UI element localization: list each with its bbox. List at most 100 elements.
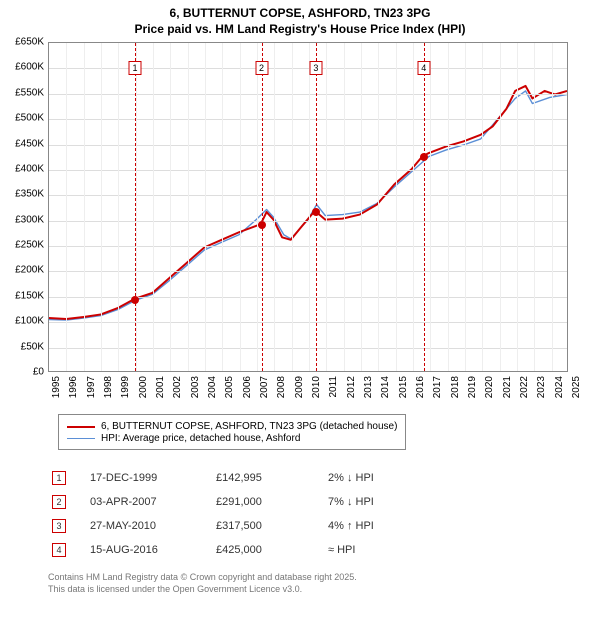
sale-marker-box: 4 [417, 61, 430, 75]
x-axis-label: 2021 [502, 376, 513, 398]
title-block: 6, BUTTERNUT COPSE, ASHFORD, TN23 3PG Pr… [0, 0, 600, 36]
legend: 6, BUTTERNUT COPSE, ASHFORD, TN23 3PG (d… [58, 414, 406, 450]
sales-row-date: 15-AUG-2016 [90, 544, 216, 556]
gridline-y [49, 348, 567, 349]
x-axis-label: 1997 [86, 376, 97, 398]
legend-swatch [67, 426, 95, 428]
sales-row-diff: 7% ↓ HPI [328, 496, 418, 508]
sales-row-date: 27-MAY-2010 [90, 520, 216, 532]
legend-item: 6, BUTTERNUT COPSE, ASHFORD, TN23 3PG (d… [67, 421, 397, 432]
sale-dot [258, 221, 266, 229]
series-property-line [49, 86, 567, 319]
y-axis-label: £400K [15, 163, 44, 174]
gridline-x [534, 43, 535, 371]
sales-row-num: 2 [52, 495, 66, 509]
x-axis-label: 2004 [207, 376, 218, 398]
gridline-y [49, 119, 567, 120]
y-axis-label: £650K [15, 37, 44, 48]
footer: Contains HM Land Registry data © Crown c… [48, 572, 357, 595]
sales-row: 327-MAY-2010£317,5004% ↑ HPI [52, 514, 418, 538]
gridline-x [101, 43, 102, 371]
footer-line2: This data is licensed under the Open Gov… [48, 584, 357, 596]
sales-row-date: 03-APR-2007 [90, 496, 216, 508]
plot-area: 1234 [48, 42, 568, 372]
gridline-x [205, 43, 206, 371]
chart-container: 6, BUTTERNUT COPSE, ASHFORD, TN23 3PG Pr… [0, 0, 600, 620]
sale-dot [312, 208, 320, 216]
gridline-x [448, 43, 449, 371]
gridline-x [396, 43, 397, 371]
legend-label: HPI: Average price, detached house, Ashf… [101, 433, 300, 444]
gridline-x [222, 43, 223, 371]
y-axis-label: £0 [33, 367, 44, 378]
gridline-y [49, 221, 567, 222]
legend-swatch [67, 438, 95, 439]
x-axis-label: 2001 [155, 376, 166, 398]
gridline-x [309, 43, 310, 371]
sale-marker-line [135, 43, 136, 371]
gridline-x [66, 43, 67, 371]
sales-row-date: 17-DEC-1999 [90, 472, 216, 484]
sales-row-price: £142,995 [216, 472, 328, 484]
x-axis-label: 2019 [467, 376, 478, 398]
x-axis-label: 2002 [172, 376, 183, 398]
x-axis-label: 2023 [536, 376, 547, 398]
sales-row: 2 03-APR-2007£291,0007% ↓ HPI [52, 490, 418, 514]
gridline-x [274, 43, 275, 371]
legend-label: 6, BUTTERNUT COPSE, ASHFORD, TN23 3PG (d… [101, 421, 397, 432]
x-axis-label: 2017 [432, 376, 443, 398]
gridline-x [517, 43, 518, 371]
y-axis-label: £200K [15, 265, 44, 276]
title-sub: Price paid vs. HM Land Registry's House … [0, 22, 600, 36]
gridline-x [84, 43, 85, 371]
sales-row-price: £291,000 [216, 496, 328, 508]
sales-row-diff: ≈ HPI [328, 544, 418, 556]
gridline-x [482, 43, 483, 371]
y-axis-label: £550K [15, 87, 44, 98]
x-axis-label: 2020 [484, 376, 495, 398]
gridline-x [413, 43, 414, 371]
gridline-x [552, 43, 553, 371]
gridline-x [153, 43, 154, 371]
sales-row-diff: 2% ↓ HPI [328, 472, 418, 484]
series-hpi-line [49, 91, 567, 320]
gridline-y [49, 145, 567, 146]
gridline-y [49, 195, 567, 196]
x-axis-label: 2016 [415, 376, 426, 398]
gridline-x [430, 43, 431, 371]
gridline-y [49, 170, 567, 171]
x-axis-label: 2013 [363, 376, 374, 398]
y-axis-label: £300K [15, 214, 44, 225]
y-axis-label: £600K [15, 62, 44, 73]
x-axis-label: 2024 [554, 376, 565, 398]
x-axis-label: 2015 [398, 376, 409, 398]
x-axis-label: 2022 [519, 376, 530, 398]
x-axis-label: 2009 [294, 376, 305, 398]
sale-marker-box: 3 [309, 61, 322, 75]
sales-row: 415-AUG-2016£425,000≈ HPI [52, 538, 418, 562]
gridline-x [240, 43, 241, 371]
gridline-y [49, 322, 567, 323]
x-axis-label: 1999 [120, 376, 131, 398]
y-axis-label: £50K [21, 341, 44, 352]
x-axis-label: 2011 [328, 376, 339, 398]
y-axis-label: £100K [15, 316, 44, 327]
gridline-x [292, 43, 293, 371]
gridline-y [49, 297, 567, 298]
gridline-y [49, 271, 567, 272]
gridline-x [326, 43, 327, 371]
sales-row-num: 3 [52, 519, 66, 533]
gridline-y [49, 94, 567, 95]
x-axis-label: 2000 [138, 376, 149, 398]
x-axis-label: 2005 [224, 376, 235, 398]
gridline-y [49, 246, 567, 247]
gridline-x [378, 43, 379, 371]
sale-marker-line [262, 43, 263, 371]
x-axis-label: 1995 [51, 376, 62, 398]
x-axis-label: 2008 [276, 376, 287, 398]
legend-item: HPI: Average price, detached house, Ashf… [67, 433, 397, 444]
x-axis-label: 2006 [242, 376, 253, 398]
sales-row-num: 4 [52, 543, 66, 557]
x-axis-label: 2018 [450, 376, 461, 398]
x-axis-label: 2007 [259, 376, 270, 398]
